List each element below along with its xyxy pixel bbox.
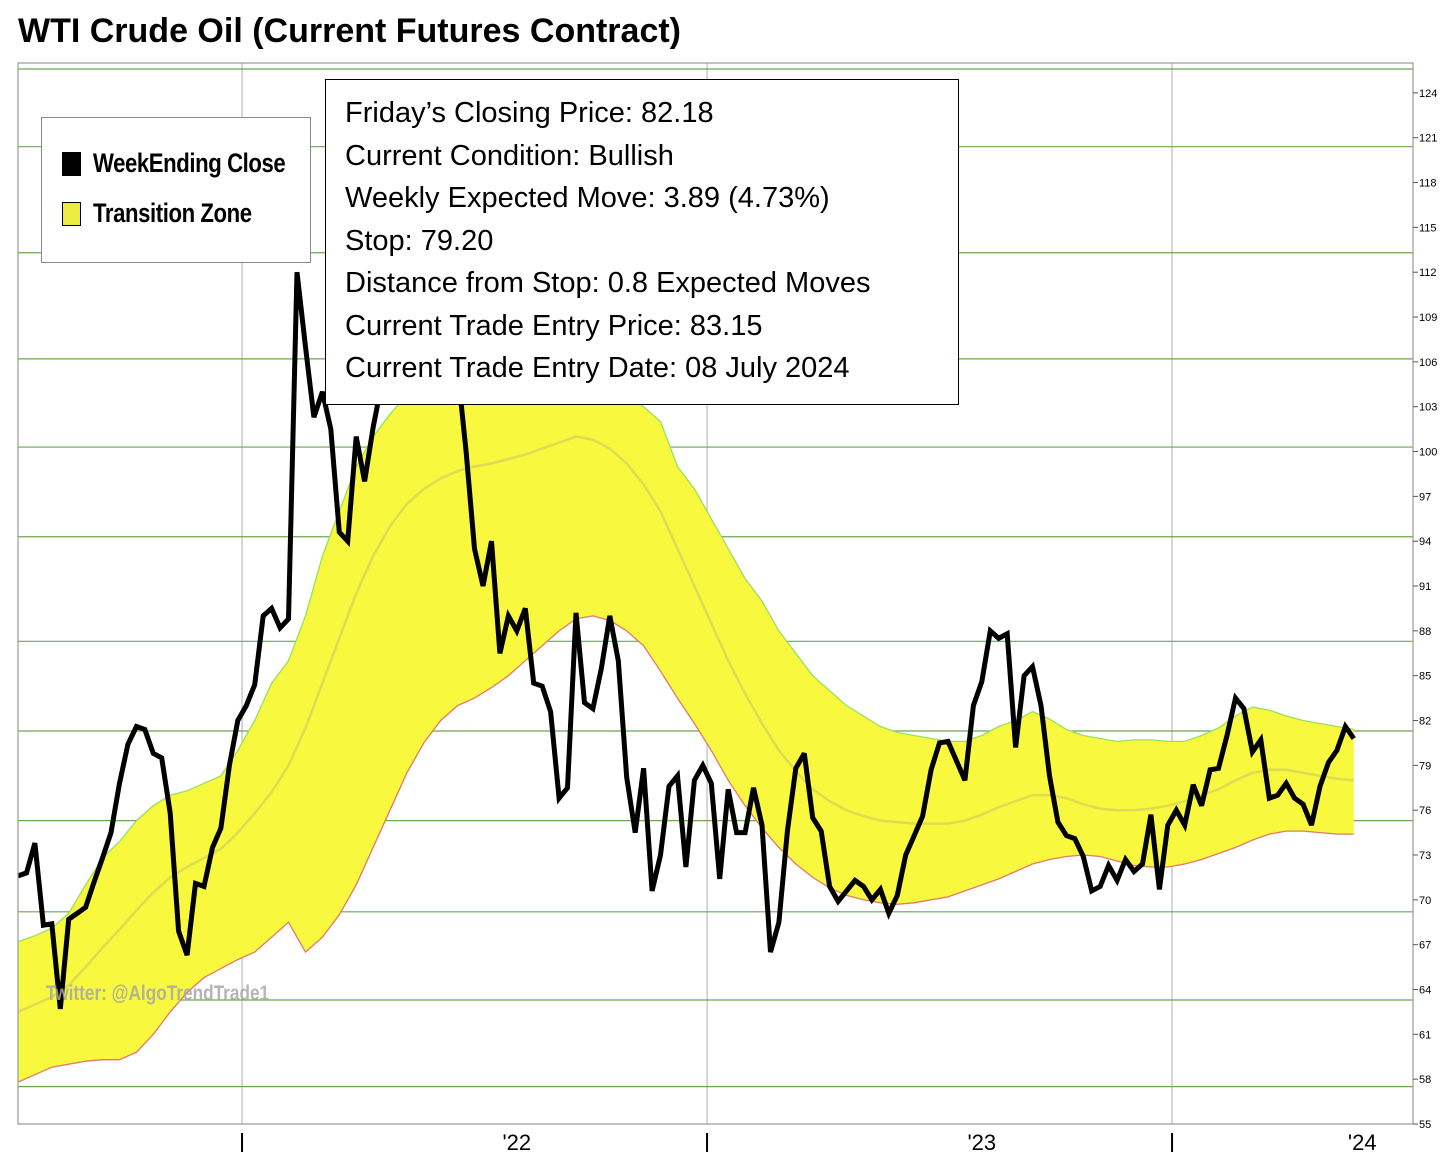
legend-item-zone: Transition Zone	[62, 198, 287, 229]
y-tick-label-67: 67	[1419, 940, 1431, 952]
y-tick-label-55: 55	[1419, 1119, 1431, 1131]
legend-item-close: WeekEnding Close	[62, 148, 328, 179]
transition-zone-band	[18, 373, 1354, 1083]
y-tick-label-58: 58	[1419, 1074, 1431, 1086]
y-tick-label-61: 61	[1419, 1029, 1431, 1041]
transition-zone-upper-edge	[17, 373, 1354, 943]
chart-axes: 55 58 61 64 67 70 73 76 79 82 85 88 91 94 97 100 103 106 1…	[17, 62, 1437, 1155]
legend-swatch-zone	[62, 201, 81, 226]
y-tick-label-121: 121	[1419, 133, 1437, 145]
y-tick-label-100: 100	[1419, 447, 1437, 459]
watermark: Twitter: @AlgoTrendTrade1	[46, 982, 270, 1005]
y-tick-label-82: 82	[1419, 716, 1431, 728]
y-tick-label-115: 115	[1419, 222, 1437, 234]
transition-zone-midline	[17, 435, 1354, 1014]
y-tick-label-88: 88	[1419, 626, 1431, 638]
y-tick-label-124: 124	[1419, 88, 1437, 100]
info-condition: Current Condition: Bullish	[345, 139, 674, 172]
info-entry-price: Current Trade Entry Price: 83.15	[345, 309, 763, 342]
y-tick-label-85: 85	[1419, 671, 1431, 683]
transition-zone	[17, 373, 1354, 1083]
info-stop: Stop: 79.20	[345, 224, 494, 257]
legend: WeekEnding Close Transition Zone	[41, 117, 311, 263]
y-tick-label-112: 112	[1419, 267, 1437, 279]
weekending-close-series	[17, 271, 1356, 1010]
legend-label-zone: Transition Zone	[93, 198, 252, 228]
x-label-1: '23	[967, 1130, 996, 1155]
y-tick-label-70: 70	[1419, 895, 1431, 907]
y-tick-label-79: 79	[1419, 760, 1431, 772]
plot-frame	[17, 62, 1414, 1125]
y-tick-label-97: 97	[1419, 491, 1431, 503]
x-label-2: '24	[1348, 1130, 1377, 1155]
legend-label-close: WeekEnding Close	[93, 148, 286, 178]
y-tick-label-94: 94	[1419, 536, 1431, 548]
chart-title: WTI Crude Oil (Current Futures Contract)	[18, 12, 681, 50]
y-tick-label-64: 64	[1419, 985, 1431, 997]
weekending-close-line	[17, 271, 1356, 1010]
y-tick-label-106: 106	[1419, 357, 1437, 369]
info-expected-move: Weekly Expected Move: 3.89 (4.73%)	[345, 182, 830, 214]
x-label-0: '22	[502, 1130, 531, 1155]
y-tick-label-76: 76	[1419, 805, 1431, 817]
y-tick-label-103: 103	[1419, 402, 1437, 414]
y-tick-label-109: 109	[1419, 312, 1437, 324]
legend-swatch-close	[62, 151, 81, 176]
trade-info-box: Friday’s Closing Price: 82.18 Current Co…	[325, 79, 959, 405]
info-entry-date: Current Trade Entry Date: 08 July 2024	[345, 352, 850, 384]
y-tick-label-73: 73	[1419, 850, 1431, 862]
info-closing-price: Friday’s Closing Price: 82.18	[345, 97, 714, 129]
y-tick-label-91: 91	[1419, 581, 1431, 593]
info-distance-from-stop: Distance from Stop: 0.8 Expected Moves	[345, 267, 871, 299]
y-tick-label-118: 118	[1419, 178, 1437, 190]
